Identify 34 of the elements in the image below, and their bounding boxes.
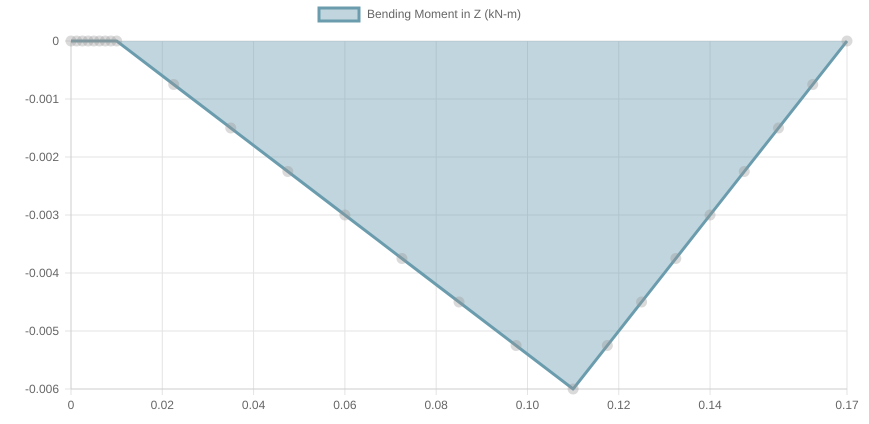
x-tick-label: 0.12 xyxy=(607,398,631,412)
point xyxy=(282,166,294,177)
point xyxy=(396,253,408,264)
point xyxy=(510,340,522,351)
x-tick-label: 0.06 xyxy=(333,398,357,412)
y-tick-label: -0.001 xyxy=(24,92,60,106)
x-tick-label: 0.04 xyxy=(242,398,266,412)
x-tick-label: 0.02 xyxy=(150,398,174,412)
point xyxy=(339,210,350,220)
x-tick-label: 0.10 xyxy=(516,398,540,412)
point xyxy=(168,79,180,90)
point xyxy=(602,340,613,351)
y-tick-label: -0.004 xyxy=(24,266,60,280)
x-tick-label: 0.14 xyxy=(698,398,722,412)
point xyxy=(454,296,464,308)
point xyxy=(568,384,579,394)
y-tick-label: 0 xyxy=(52,34,60,48)
y-tick-label: -0.003 xyxy=(24,208,60,222)
point xyxy=(111,36,122,46)
x-tick-label: 0.08 xyxy=(424,398,448,412)
point xyxy=(704,210,716,220)
point xyxy=(807,79,818,90)
x-tick-label: 0 xyxy=(68,398,75,412)
y-tick-label: -0.005 xyxy=(24,324,60,338)
point xyxy=(636,296,648,308)
legend-label: Bending Moment in Z (kN-m) xyxy=(367,7,522,21)
point xyxy=(842,36,852,46)
point xyxy=(225,122,236,134)
x-tick-label: 0.17 xyxy=(835,398,859,412)
point xyxy=(773,122,784,134)
point xyxy=(738,166,750,177)
y-tick-label: -0.006 xyxy=(24,382,60,396)
point xyxy=(670,253,682,264)
y-tick-label: -0.002 xyxy=(24,150,60,164)
